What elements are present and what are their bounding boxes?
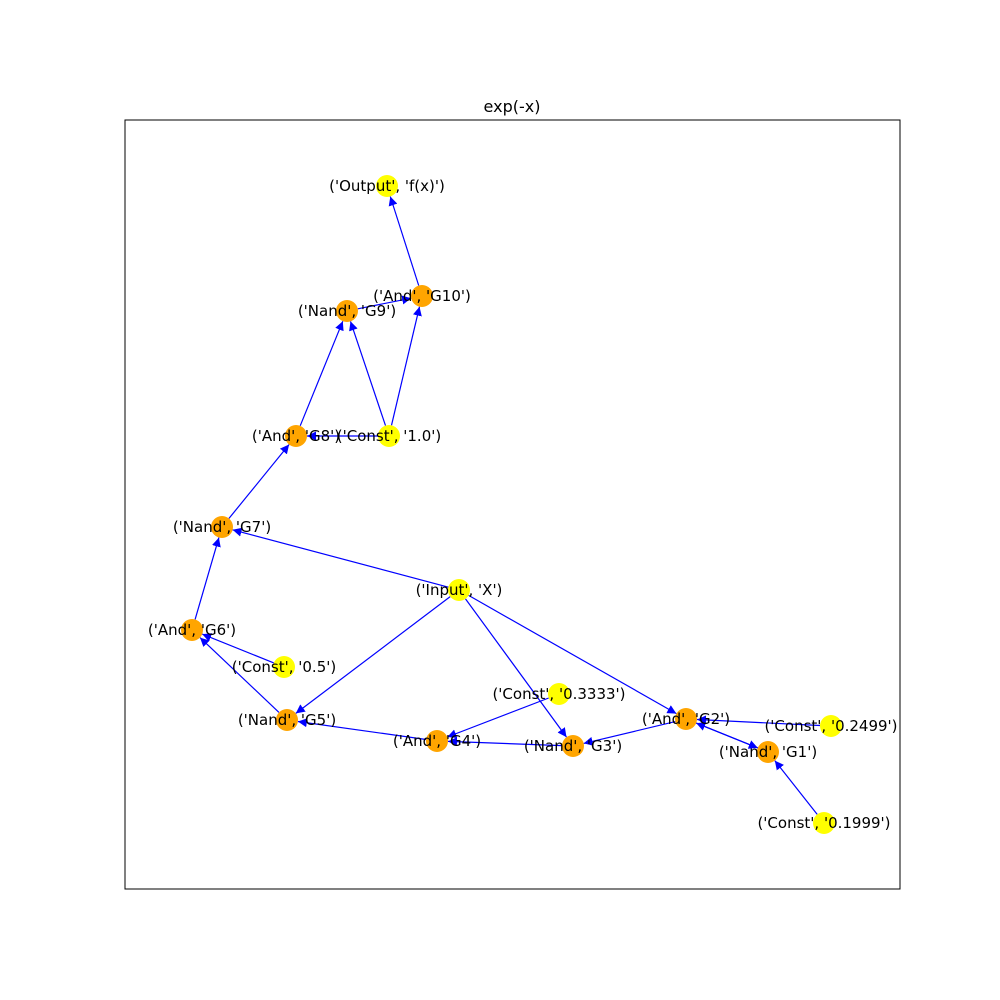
node-label-g9: ('Nand', 'G9') bbox=[298, 302, 396, 320]
node-g1 bbox=[757, 741, 779, 763]
edge-g10-to-output bbox=[388, 196, 420, 286]
node-label-g1: ('Nand', 'G1') bbox=[719, 743, 817, 761]
node-input bbox=[448, 579, 470, 601]
edge-g7-to-g8 bbox=[228, 444, 290, 519]
edge-input-to-g2 bbox=[468, 594, 677, 715]
node-label-output: ('Output', 'f(x)') bbox=[329, 177, 445, 195]
node-label-c01999: ('Const', '0.1999') bbox=[757, 814, 890, 832]
edge-input-to-g3 bbox=[465, 598, 567, 738]
edge-c05-to-g6 bbox=[201, 633, 275, 664]
node-output bbox=[376, 175, 398, 197]
edge-c1-to-g9 bbox=[349, 321, 387, 426]
node-label-g7: ('Nand', 'G7') bbox=[173, 518, 271, 536]
node-c1 bbox=[378, 425, 400, 447]
node-label-c1: ('Const', '1.0') bbox=[337, 427, 441, 445]
edge-g4-to-g5 bbox=[297, 718, 427, 741]
node-c01999 bbox=[813, 812, 835, 834]
node-label-g6: ('And', 'G6') bbox=[148, 621, 236, 639]
node-label-g5: ('Nand', 'G5') bbox=[238, 711, 336, 729]
node-label-g10: ('And', 'G10') bbox=[373, 287, 471, 305]
node-g2 bbox=[675, 708, 697, 730]
node-c03333 bbox=[548, 683, 570, 705]
edge-input-to-g7 bbox=[232, 527, 449, 588]
node-label-g3: ('Nand', 'G3') bbox=[524, 737, 622, 755]
edge-g9-to-g10 bbox=[357, 295, 412, 310]
node-label-g8: ('And', 'G8') bbox=[252, 427, 340, 445]
labels-layer: ('Output', 'f(x)')('And', 'G10')('Nand',… bbox=[148, 177, 898, 832]
edge-c1-to-g10 bbox=[390, 306, 422, 426]
node-g4 bbox=[426, 730, 448, 752]
node-label-g2: ('And', 'G2') bbox=[642, 710, 730, 728]
edge-g2-to-g3 bbox=[583, 721, 676, 746]
node-g7 bbox=[211, 516, 233, 538]
node-g6 bbox=[181, 619, 203, 641]
edge-c02499-to-g2 bbox=[696, 715, 821, 727]
edge-input-to-g5 bbox=[295, 596, 451, 714]
plot-frame bbox=[124, 119, 901, 890]
edges-layer bbox=[194, 196, 821, 815]
edge-g3-to-g4 bbox=[447, 737, 563, 747]
edge-g2-to-g1 bbox=[695, 722, 759, 749]
node-label-c05: ('Const', '0.5') bbox=[232, 658, 336, 676]
node-c05 bbox=[273, 656, 295, 678]
node-g10 bbox=[411, 285, 433, 307]
node-label-c02499: ('Const', '0.2499') bbox=[764, 717, 897, 735]
edge-g6-to-g7 bbox=[194, 537, 221, 620]
node-g9 bbox=[336, 300, 358, 322]
edge-g5-to-g6 bbox=[199, 637, 280, 713]
node-c02499 bbox=[820, 715, 842, 737]
edge-c01999-to-g1 bbox=[774, 760, 818, 815]
edge-c03333-to-g4 bbox=[447, 697, 549, 738]
node-label-c03333: ('Const', '0.3333') bbox=[492, 685, 625, 703]
node-label-g4: ('And', 'G4') bbox=[393, 732, 481, 750]
node-label-input: ('Input', 'X') bbox=[416, 581, 503, 599]
edge-g8-to-g9 bbox=[299, 320, 344, 427]
node-g3 bbox=[562, 735, 584, 757]
chart-title: exp(-x) bbox=[484, 97, 541, 116]
node-g8 bbox=[285, 425, 307, 447]
nodes-layer bbox=[181, 175, 842, 834]
node-g5 bbox=[276, 709, 298, 731]
